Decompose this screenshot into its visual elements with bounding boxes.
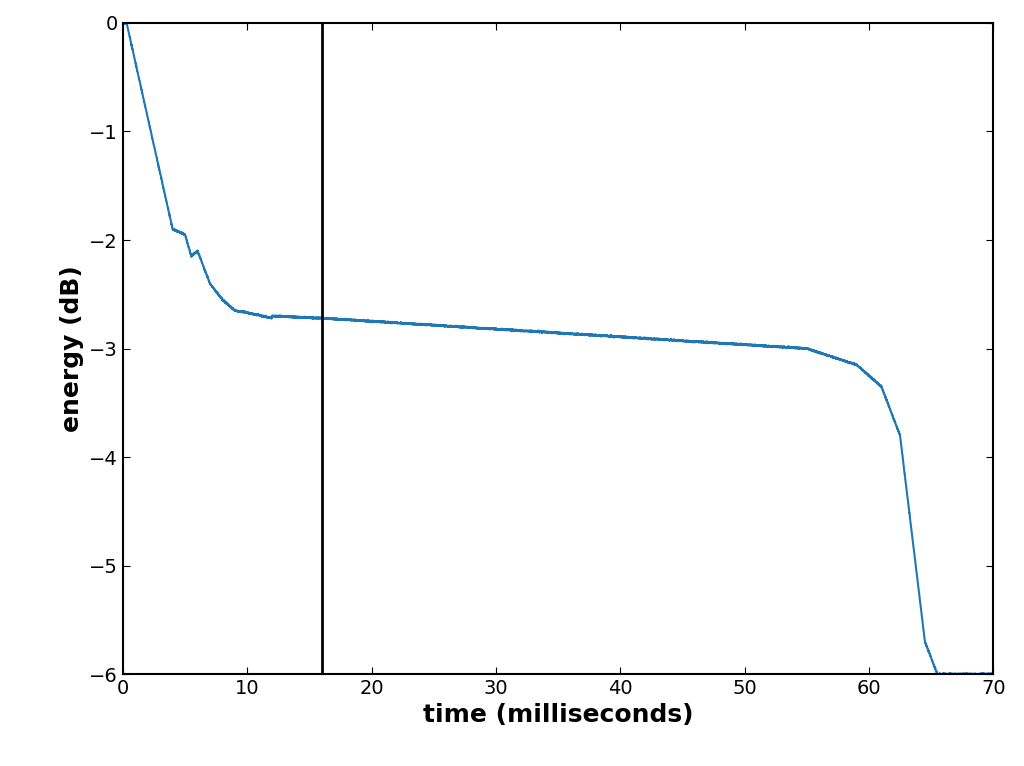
Y-axis label: energy (dB): energy (dB) xyxy=(59,265,84,432)
X-axis label: time (milliseconds): time (milliseconds) xyxy=(423,703,693,728)
